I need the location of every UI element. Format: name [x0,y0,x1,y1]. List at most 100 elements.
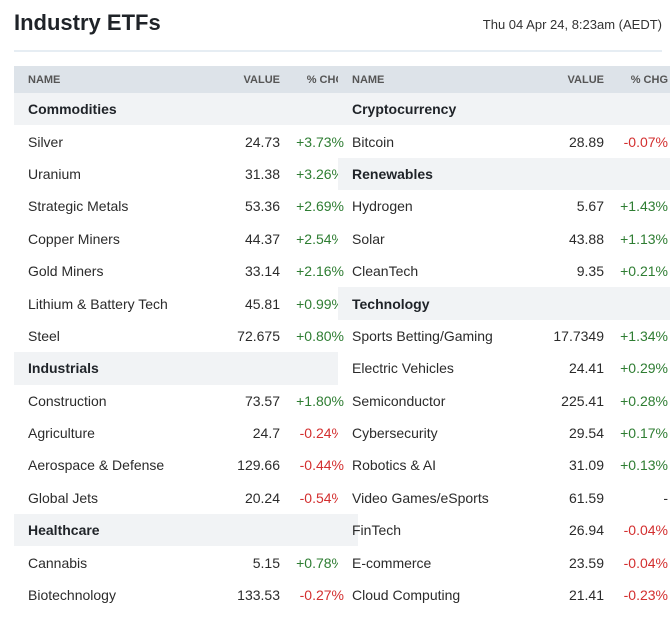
etf-pct-change: +3.73% [296,133,344,150]
etf-pct-change: +2.69% [296,198,344,215]
table-row[interactable]: Electric Vehicles 24.41 +0.29% [338,352,670,385]
table-row[interactable]: Copper Miners 44.37 +2.54% [14,222,358,255]
etf-name[interactable]: Global Jets [14,481,218,515]
etf-name[interactable]: CleanTech [352,263,419,280]
etf-value: 33.14 [244,263,280,280]
table-row[interactable]: Steel 72.675 +0.80% [14,320,358,352]
etf-pct-change: +0.21% [620,263,668,280]
etf-name[interactable]: Solar [338,222,542,255]
etf-value: 72.675 [237,327,280,344]
table-row[interactable]: Robotics & AI 31.09 +0.13% [338,449,670,481]
etf-value: 5.15 [218,546,280,579]
etf-value: 28.89 [568,133,604,150]
etf-name[interactable]: Gold Miners [28,263,104,280]
etf-name[interactable]: Biotechnology [28,587,116,604]
etf-name[interactable]: Copper Miners [14,222,218,255]
etf-name[interactable]: Electric Vehicles [338,352,542,385]
table-row[interactable]: Biotechnology 133.53 -0.27% [14,579,358,611]
table-row[interactable]: Lithium & Battery Tech 45.81 +0.99% [14,287,358,320]
table-row[interactable]: Aerospace & Defense 129.66 -0.44% [14,449,358,481]
name-column-header[interactable]: NAME [338,66,542,93]
table-header-row: NAME VALUE % CHG [338,66,670,93]
etf-pct-change: +0.17% [604,416,670,450]
table-row[interactable]: Semiconductor 225.41 +0.28% [338,385,670,417]
etf-value: 20.24 [218,481,280,515]
value-column-header[interactable]: VALUE [218,66,280,93]
table-row[interactable]: Uranium 31.38 +3.26% [14,157,358,191]
etf-name[interactable]: Sports Betting/Gaming [352,327,493,344]
etf-value: 45.81 [218,287,280,320]
group-label: Industrials [14,352,358,385]
etf-name[interactable]: Bitcoin [352,133,395,150]
table-row[interactable]: FinTech 26.94 -0.04% [338,514,670,546]
group-header-row: Technology [338,287,670,320]
group-header-row: Industrials [14,352,358,385]
table-row[interactable]: Silver 24.73 +3.73% [14,125,358,157]
etf-value: 21.41 [568,587,604,604]
etf-name[interactable]: Agriculture [14,416,218,450]
table-row[interactable]: CleanTech 9.35 +0.21% [338,255,670,287]
etf-name[interactable]: FinTech [352,522,402,539]
etf-name[interactable]: Construction [28,392,107,409]
table-row[interactable]: E-commerce 23.59 -0.04% [338,546,670,579]
table-row[interactable]: Cloud Computing 21.41 -0.23% [338,579,670,611]
etf-name[interactable]: Steel [28,327,60,344]
table-row[interactable]: Solar 43.88 +1.13% [338,222,670,255]
etf-value: 17.7349 [553,327,604,344]
group-header-row: Renewables [338,157,670,191]
group-label: Cryptocurrency [338,93,670,126]
etf-name[interactable]: Lithium & Battery Tech [14,287,218,320]
page-title: Industry ETFs [14,10,161,35]
etf-value: 129.66 [237,457,280,474]
table-row[interactable]: Sports Betting/Gaming 17.7349 +1.34% [338,320,670,352]
etf-name[interactable]: Semiconductor [352,392,446,409]
name-column-header[interactable]: NAME [14,66,218,93]
table-row[interactable]: Bitcoin 28.89 -0.07% [338,125,670,157]
etf-name[interactable]: Cybersecurity [338,416,542,450]
group-header-row: Cryptocurrency [338,93,670,126]
etf-name[interactable]: Cloud Computing [352,587,461,604]
table-row[interactable]: Video Games/eSports 61.59- [338,481,670,515]
etf-value: 133.53 [237,587,280,604]
etf-value: 29.54 [542,416,604,450]
group-label: Technology [338,287,670,320]
table-row[interactable]: Cybersecurity 29.54 +0.17% [338,416,670,450]
etf-name[interactable]: Video Games/eSports [338,481,542,515]
etf-pct-change: -0.27% [299,587,344,604]
group-header-row: Healthcare [14,514,358,547]
table-row[interactable]: Global Jets 20.24 -0.54% [14,481,358,515]
etf-name[interactable]: Robotics & AI [352,457,437,474]
etf-pct-change: +1.43% [620,198,668,215]
etf-name[interactable]: Aerospace & Defense [28,457,165,474]
etf-value: 53.36 [244,198,280,215]
etf-name[interactable]: Hydrogen [352,198,413,215]
etf-value: 61.59 [542,481,604,515]
table-row[interactable]: Hydrogen 5.67 +1.43% [338,190,670,222]
etf-value: 9.35 [576,263,604,280]
table-row[interactable]: Gold Miners 33.14 +2.16% [14,255,358,287]
value-column-header[interactable]: VALUE [542,66,604,93]
etf-name[interactable]: Uranium [14,157,218,191]
etf-pct-change: -0.23% [623,587,668,604]
etf-pct-change: +1.13% [604,222,670,255]
etf-value: 44.37 [218,222,280,255]
etf-pct-change: +1.80% [296,392,344,409]
table-row[interactable]: Cannabis 5.15 +0.78% [14,546,358,579]
etf-name[interactable]: E-commerce [338,546,542,579]
group-header-row: Commodities [14,93,358,126]
etf-value: 73.57 [244,392,280,409]
etf-pct-change: +2.16% [296,263,344,280]
etf-value: 26.94 [568,522,604,539]
table-header-row: NAME VALUE % CHG [14,66,358,93]
table-row[interactable]: Construction 73.57 +1.80% [14,385,358,417]
chg-column-header[interactable]: % CHG [604,66,670,93]
etf-pct-change: +1.34% [620,327,668,344]
table-row[interactable]: Agriculture 24.7 -0.24% [14,416,358,450]
etf-name[interactable]: Cannabis [14,546,218,579]
etf-pct-change: -0.44% [299,457,344,474]
table-row[interactable]: Strategic Metals 53.36 +2.69% [14,190,358,222]
etf-name[interactable]: Silver [28,133,64,150]
etf-value: 31.09 [568,457,604,474]
etf-value: 5.67 [576,198,604,215]
etf-name[interactable]: Strategic Metals [28,198,129,215]
